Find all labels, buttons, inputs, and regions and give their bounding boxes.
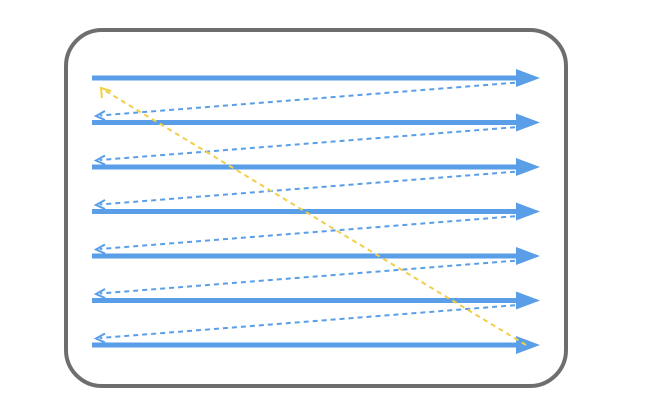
retrace-arrowhead-icon bbox=[93, 199, 106, 210]
retrace-line bbox=[99, 125, 525, 161]
retrace-arrowhead-icon bbox=[93, 288, 106, 299]
retrace-arrowhead-icon bbox=[93, 332, 106, 344]
scan-lines-group bbox=[92, 69, 540, 354]
retrace-arrowhead-icon bbox=[93, 154, 106, 166]
vertical-retrace-arrowhead-icon bbox=[99, 86, 112, 99]
retrace-arrowhead-icon bbox=[93, 243, 106, 255]
retrace-line bbox=[99, 303, 525, 339]
scan-arrowhead-icon bbox=[516, 336, 540, 354]
retrace-lines-group bbox=[93, 81, 525, 344]
display-frame bbox=[64, 28, 568, 388]
vertical-retrace-line bbox=[103, 89, 527, 346]
retrace-line bbox=[99, 81, 525, 117]
retrace-line bbox=[99, 170, 525, 206]
vertical-retrace-group bbox=[99, 86, 527, 346]
retrace-line bbox=[99, 214, 525, 250]
retrace-line bbox=[99, 259, 525, 295]
retrace-arrowhead-icon bbox=[93, 110, 106, 121]
